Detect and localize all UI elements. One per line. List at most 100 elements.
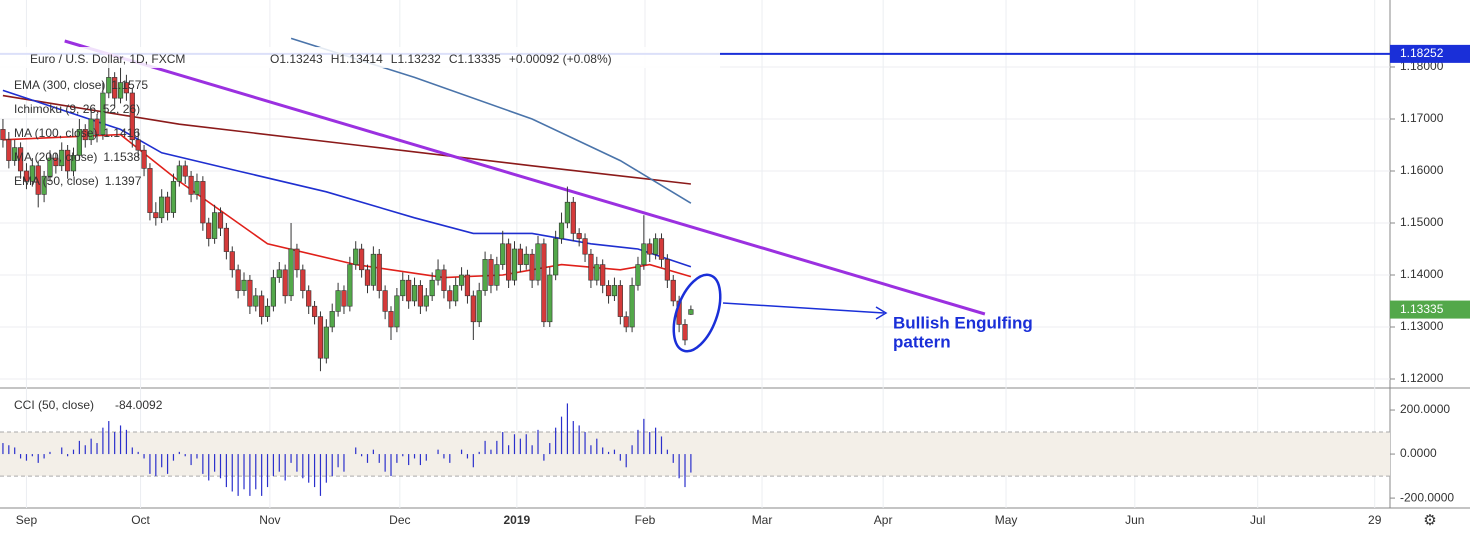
candle-body: [423, 295, 429, 307]
cci-value: -84.0092: [115, 398, 163, 412]
legend-name: Ichimoku (9, 26, 52, 26): [14, 102, 140, 116]
candle-body: [529, 253, 535, 281]
candle-body: [394, 295, 400, 328]
candle-body: [582, 238, 588, 255]
candle-body: [570, 201, 576, 234]
candle-body: [135, 139, 141, 151]
candle-body: [170, 181, 177, 213]
candle-body: [223, 227, 229, 252]
legend-value: 1.1575: [111, 78, 148, 92]
candle-body: [247, 279, 253, 307]
candle-body: [500, 243, 506, 265]
candle-body: [429, 279, 435, 297]
candle-body: [605, 285, 612, 297]
candle-body: [53, 157, 59, 167]
cci-name: CCI (50, close): [14, 398, 94, 412]
x-tick-label: Apr: [874, 513, 893, 527]
candle-body: [664, 259, 670, 281]
candle-body: [217, 212, 224, 229]
candle-body: [282, 269, 288, 297]
annotation: Bullish Engulfing: [893, 313, 1033, 332]
indicator-line: [2, 89, 692, 268]
candle-body: [76, 129, 82, 156]
candle-body: [588, 253, 594, 281]
candle-body: [206, 222, 212, 239]
candle-body: [470, 295, 476, 323]
candle-body: [47, 157, 53, 177]
x-tick-label: Feb: [635, 513, 656, 527]
candle-body: [35, 165, 41, 195]
candle-body: [353, 248, 359, 265]
candle-body: [629, 285, 635, 328]
candle-body: [376, 253, 382, 291]
candle-body: [212, 212, 218, 239]
candle-body: [476, 290, 482, 323]
candle-body: [635, 264, 641, 286]
candle-body: [147, 168, 153, 213]
ohlc-value: C1.13335: [449, 52, 501, 66]
legend-value: 1.1397: [105, 174, 142, 188]
candle-body: [29, 165, 35, 182]
y-tick-label: 1.17000: [1400, 111, 1444, 125]
legend-name: EMA (50, close): [14, 174, 99, 188]
x-tick-label: Sep: [16, 513, 38, 527]
candle-body: [400, 279, 406, 297]
candle-body: [417, 285, 424, 307]
ohlc-value: L1.13232: [391, 52, 441, 66]
candle-body: [129, 92, 135, 141]
candle-body: [553, 238, 559, 276]
candle-body: [176, 165, 182, 182]
candle-body: [0, 129, 6, 141]
candle-body: [23, 170, 30, 182]
x-tick-label: Oct: [131, 513, 150, 527]
candle-body: [670, 279, 676, 302]
ohlc-value: H1.13414: [331, 52, 383, 66]
candle-body: [364, 269, 371, 286]
candle-body: [112, 77, 118, 99]
candle-body: [370, 253, 376, 286]
y-tick-label: 1.13000: [1400, 319, 1444, 333]
y-tick-label: -200.0000: [1400, 490, 1454, 504]
candle-body: [517, 248, 523, 265]
hline-label: 1.18252: [1400, 46, 1444, 60]
ohlc: O1.13243 H1.13414 L1.13232 C1.13335 +0.00092…: [270, 52, 612, 66]
candle-body: [270, 277, 277, 307]
candle-body: [65, 149, 71, 172]
candle-body: [617, 285, 623, 317]
candle-body: [12, 147, 18, 161]
x-tick-label: 2019: [503, 513, 530, 527]
candle-body: [494, 264, 500, 286]
arrow: [722, 302, 885, 314]
annotation: pattern: [893, 332, 951, 351]
candle-body: [123, 82, 130, 94]
candle-body: [311, 305, 318, 317]
candle-body: [59, 149, 65, 167]
candle-body: [106, 77, 112, 94]
candle-body: [323, 326, 329, 359]
candle-body: [506, 243, 512, 281]
settings-icon[interactable]: ⚙: [1423, 512, 1436, 529]
candle-body: [458, 274, 465, 286]
candle-body: [200, 181, 206, 224]
candle-body: [306, 290, 312, 307]
candle-body: [259, 295, 265, 317]
candle-body: [658, 238, 665, 260]
candle-body: [488, 259, 494, 286]
candle-body: [317, 316, 324, 359]
y-tick-label: 1.12000: [1400, 371, 1444, 385]
y-tick-label: 1.16000: [1400, 163, 1444, 177]
candle-body: [359, 248, 365, 271]
y-tick-label: 1.15000: [1400, 215, 1444, 229]
y-tick-label: 200.0000: [1400, 402, 1450, 416]
y-tick-label: 1.14000: [1400, 267, 1444, 281]
x-tick-label: Jun: [1125, 513, 1144, 527]
candle-body: [435, 269, 441, 281]
candle-body: [335, 290, 341, 312]
candle-body: [88, 118, 94, 141]
hline-label-bg: [1390, 44, 1470, 63]
arrow-head: [875, 306, 888, 320]
candle-body: [159, 196, 165, 219]
last-price-label: 1.13335: [1400, 302, 1444, 316]
candle-body: [576, 233, 582, 239]
candle-body: [623, 316, 629, 328]
